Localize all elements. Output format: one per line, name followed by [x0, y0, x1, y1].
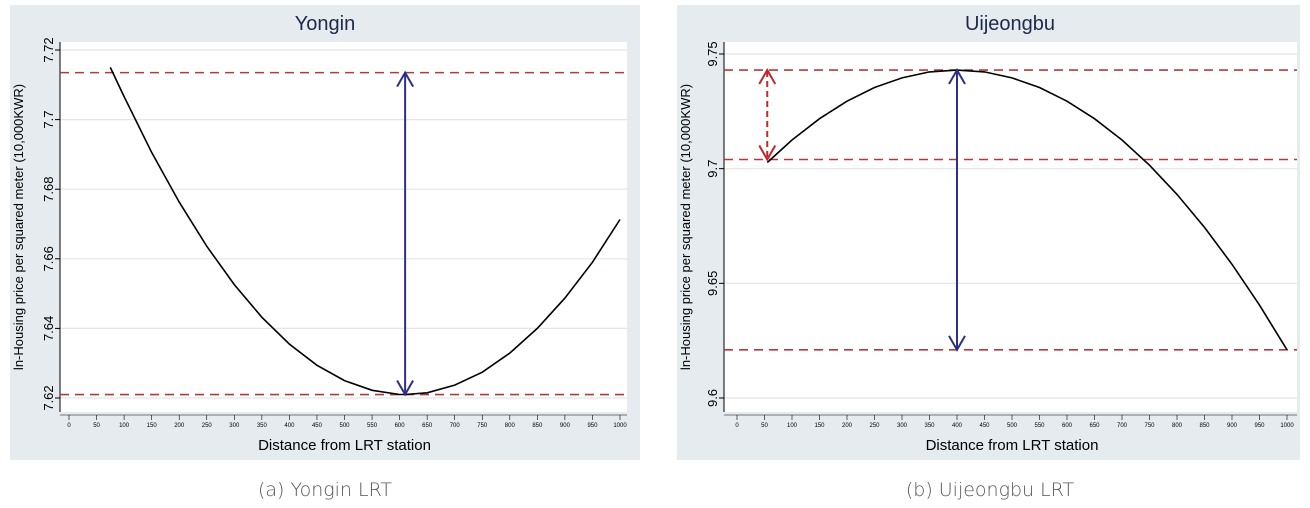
x-tick-label: 400	[284, 423, 295, 429]
x-tick-label: 650	[422, 423, 433, 429]
x-tick-label: 50	[93, 423, 100, 429]
figure-caption: (b) Uijeongbu LRT	[906, 479, 1075, 501]
y-tick-label: 9.75	[705, 41, 720, 66]
arrowhead	[948, 335, 966, 352]
x-tick-label: 500	[1007, 423, 1018, 429]
y-tick-label: 7.64	[41, 316, 56, 341]
x-tick-label: 550	[1034, 423, 1045, 429]
x-tick-label: 700	[1117, 423, 1128, 429]
arrowhead	[396, 70, 414, 88]
x-axis-label: Distance from LRT station	[926, 437, 1099, 454]
x-tick-label: 100	[787, 423, 798, 429]
x-tick-label: 0	[67, 423, 71, 429]
x-tick-label: 0	[735, 423, 739, 429]
x-tick-label: 600	[395, 423, 406, 429]
x-tick-label: 100	[119, 423, 130, 429]
x-tick-label: 1000	[1280, 423, 1294, 429]
fitted-curve	[109, 67, 621, 396]
x-axis-label: Distance from LRT station	[258, 437, 431, 454]
x-tick-label: 250	[202, 423, 213, 429]
figure-caption: (a) Yongin LRT	[258, 479, 392, 501]
x-tick-label: 750	[1144, 423, 1155, 429]
arrowhead	[758, 144, 777, 162]
y-tick-label: 9.7	[705, 160, 720, 178]
x-tick-label: 550	[367, 423, 378, 429]
x-tick-label: 200	[174, 423, 185, 429]
plot-area	[724, 42, 1297, 412]
x-tick-label: 500	[339, 423, 350, 429]
x-tick-label: 350	[257, 423, 268, 429]
y-tick-label: 9.6	[705, 389, 720, 407]
x-tick-label: 600	[1062, 423, 1073, 429]
x-tick-label: 400	[952, 423, 963, 429]
x-tick-label: 350	[924, 423, 935, 429]
x-tick-label: 900	[1227, 423, 1238, 429]
x-tick-label: 200	[842, 423, 853, 429]
x-tick-label: 450	[979, 423, 990, 429]
x-tick-label: 700	[450, 423, 461, 429]
x-tick-label: 1000	[613, 423, 627, 429]
x-tick-label: 900	[560, 423, 571, 429]
arrowhead	[758, 68, 777, 85]
x-tick-label: 850	[532, 423, 543, 429]
x-tick-label: 800	[505, 423, 516, 429]
arrowhead	[948, 68, 966, 85]
x-tick-label: 850	[1199, 423, 1210, 429]
plot-area	[60, 42, 627, 412]
y-tick-label: 7.72	[41, 37, 56, 62]
x-tick-label: 800	[1172, 423, 1183, 429]
y-tick-label: 7.68	[41, 177, 56, 202]
y-tick-label: 7.66	[41, 246, 56, 271]
x-tick-label: 750	[477, 423, 488, 429]
x-tick-label: 650	[1089, 423, 1100, 429]
y-axis-label: ln-Housing price per squared meter (10,0…	[678, 84, 693, 370]
arrowhead	[396, 380, 414, 397]
chart-title: Uijeongbu	[965, 13, 1055, 35]
chart-panel-2: Uijeongbu 9.6 9.65 9.7 9.75 0 50 100 150 200 250 30…	[677, 5, 1300, 501]
x-tick-label: 250	[869, 423, 880, 429]
x-tick-label: 300	[897, 423, 908, 429]
x-tick-label: 950	[587, 423, 598, 429]
x-tick-label: 300	[229, 423, 240, 429]
y-tick-label: 7.62	[41, 385, 56, 410]
x-tick-label: 150	[147, 423, 158, 429]
y-tick-label: 9.65	[705, 271, 720, 296]
x-tick-label: 150	[814, 423, 825, 429]
chart-title: Yongin	[295, 13, 355, 35]
x-tick-label: 50	[761, 423, 768, 429]
fitted-curve	[766, 69, 1288, 351]
chart-panel-1: Yongin 7.62 7.64 7.66 7.68 7.7 7.72 0 50 100 150 20…	[10, 5, 640, 501]
x-tick-label: 450	[312, 423, 323, 429]
y-axis-label: ln-Housing price per squared meter (10,0…	[11, 84, 26, 370]
x-tick-label: 950	[1254, 423, 1265, 429]
y-tick-label: 7.7	[41, 111, 56, 129]
